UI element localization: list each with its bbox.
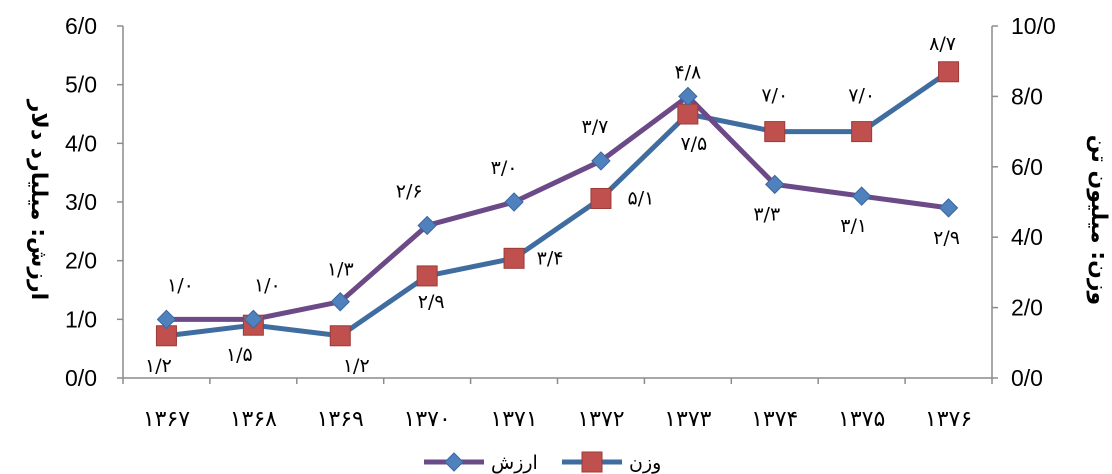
data-label-weight: ۲/۹: [418, 291, 445, 313]
x-tick-label: ۱۳۷۲: [577, 407, 624, 432]
legend-marker-weight: [581, 451, 603, 473]
y-left-tick-label: 2/0: [65, 248, 97, 274]
data-label-weight: ۸/۷: [929, 33, 956, 55]
y-left-tick-label: 5/0: [65, 72, 97, 98]
marker-diamond-value: [765, 174, 785, 195]
data-label-value: ۳/۰: [491, 157, 518, 179]
y-right-tick-label: 6/0: [1011, 154, 1043, 180]
marker-diamond-value: [243, 309, 264, 330]
x-tick-label: ۱۳۷۰: [404, 407, 451, 432]
chart-series-lines: [166, 69, 950, 339]
y-right-tick-label: 4/0: [1011, 224, 1043, 250]
data-label-value: ۳/۳: [753, 203, 780, 225]
data-label-weight: ۷/۵: [680, 133, 707, 155]
y-left-tick-label: 4/0: [65, 130, 97, 156]
data-label-weight: ۱/۲: [145, 355, 172, 377]
legend-label-value: ارزش: [491, 452, 538, 474]
y-right-tick-label: 10/0: [1011, 13, 1056, 39]
x-tick-label: ۱۳۷۳: [664, 407, 711, 432]
chart-data-labels: ۱/۰ ۱/۰ ۱/۳ ۲/۶ ۳/۰ ۳/۷ ۴/۸ ۳/۳ ۳/۱ ۲/۹ ۱/۲ ۱/۵ ۱/۲ ۲…: [145, 33, 960, 377]
y-left-tick-label: 6/0: [65, 13, 97, 39]
marker-diamond-value: [591, 151, 611, 171]
marker-square-weight: [416, 265, 438, 287]
marker-diamond-value: [417, 215, 437, 236]
series-line-weight: [166, 69, 950, 339]
series-line-value: [166, 93, 949, 322]
marker-diamond-value: [678, 86, 698, 107]
data-label-value: ۲/۶: [396, 180, 423, 202]
chart-markers: [155, 61, 960, 347]
marker-diamond-value: [504, 192, 524, 212]
marker-square-weight: [677, 103, 699, 125]
data-label-value: ۳/۷: [582, 116, 609, 138]
marker-square-weight: [764, 121, 786, 143]
data-label-value: ۱/۳: [327, 259, 354, 281]
legend: وزن ارزش: [424, 451, 661, 474]
y-left-tick-label: 1/0: [65, 306, 97, 332]
x-tick-label: ۱۳۷۶: [925, 407, 972, 432]
marker-square-weight: [590, 187, 612, 209]
legend-marker-value: [444, 452, 464, 472]
y-left-tick-label: 0/0: [65, 365, 97, 391]
legend-label-weight: وزن: [629, 452, 661, 474]
data-label-weight: ۳/۴: [537, 247, 564, 269]
data-label-weight: ۱/۵: [226, 344, 253, 366]
marker-diamond-value: [851, 186, 872, 206]
x-tick-label: ۱۳۶۹: [317, 407, 364, 432]
chart-axes: 0/0 1/0 2/0 3/0 4/0 5/0 6/0 0/0 2/0 4/0 6/0 8/0 10/0…: [65, 13, 1056, 432]
y-axis-right-title: وزن: میلیون تن: [1086, 135, 1111, 305]
data-label-weight: ۱/۲: [343, 355, 370, 377]
data-label-weight: ۷/۰: [848, 85, 875, 107]
x-tick-label: ۱۳۶۷: [143, 407, 190, 432]
x-tick-label: ۱۳۷۴: [751, 407, 798, 432]
x-tick-label: ۱۳۷۱: [490, 407, 537, 432]
marker-square-weight: [503, 247, 525, 269]
marker-diamond-value: [938, 198, 959, 218]
marker-square-weight: [851, 121, 873, 143]
x-tick-label: ۱۳۶۸: [230, 407, 277, 432]
y-right-tick-label: 2/0: [1011, 295, 1043, 321]
data-label-value: ۴/۸: [674, 61, 701, 83]
y-left-tick-label: 3/0: [65, 189, 97, 215]
data-label-value: ۳/۱: [840, 215, 867, 237]
y-axis-left-title: ارزش: میلیارد دلار: [26, 99, 51, 300]
data-label-weight: ۵/۱: [628, 187, 655, 209]
data-label-weight: ۷/۰: [761, 85, 788, 107]
marker-square-weight: [329, 325, 351, 347]
x-tick-label: ۱۳۷۵: [838, 407, 885, 432]
marker-diamond-value: [156, 309, 177, 330]
data-label-value: ۲/۹: [933, 227, 960, 249]
data-label-value: ۱/۰: [254, 274, 281, 296]
data-label-value: ۱/۰: [167, 274, 194, 296]
y-right-tick-label: 0/0: [1011, 365, 1043, 391]
marker-square-weight: [938, 61, 960, 83]
y-right-tick-label: 8/0: [1011, 83, 1043, 109]
marker-diamond-value: [330, 292, 350, 312]
